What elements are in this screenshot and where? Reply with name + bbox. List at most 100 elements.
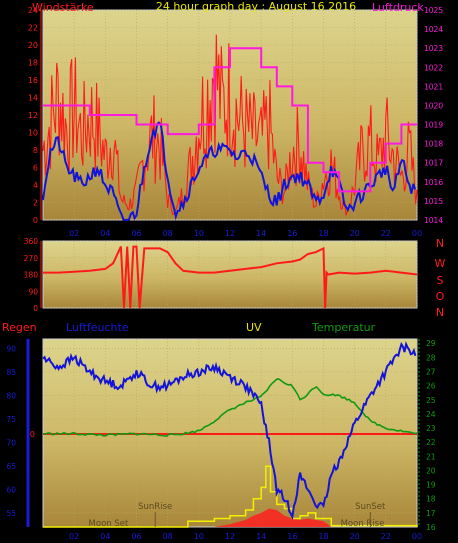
temperature-y-tick: 25 (426, 396, 436, 405)
hour-tick-label: 20 (350, 229, 360, 238)
pressure-y-tick: 1018 (424, 140, 443, 149)
compass-label: N (436, 306, 444, 319)
annotation-label: Moon Rise (341, 519, 385, 529)
pressure-y-tick: 1025 (424, 6, 443, 15)
hour-tick-label: 00 (412, 532, 422, 541)
hour-tick-label: 10 (194, 532, 204, 541)
temperature-label: Temperatur (311, 321, 376, 334)
hour-tick-label: 02 (69, 229, 79, 238)
wind-y-tick: 0 (33, 216, 38, 225)
direction-y-tick: 90 (28, 287, 38, 296)
temperature-y-tick: 18 (426, 495, 436, 504)
wind-y-tick: 16 (28, 76, 38, 85)
pressure-y-tick: 1017 (424, 159, 443, 168)
hour-tick-label: 04 (100, 229, 110, 238)
wind-pressure-series (42, 34, 418, 221)
compass-label: W (435, 257, 446, 270)
wind-y-tick: 22 (28, 24, 38, 33)
gust-series-line (42, 34, 418, 216)
wind-y-tick: 18 (28, 59, 38, 68)
temperature-y-tick: 19 (426, 481, 436, 490)
rain-label: Regen (2, 321, 37, 334)
temperature-y-tick: 20 (426, 466, 436, 475)
temperature-y-tick: 28 (426, 353, 436, 362)
chart-title: 24 hour graph day : August 16 2016 (156, 0, 356, 13)
hour-tick-label: 04 (100, 532, 110, 541)
humidity-y-tick: 60 (6, 485, 16, 494)
hour-tick-label: 06 (131, 229, 141, 238)
humidity-y-tick: 75 (6, 415, 16, 424)
hour-tick-label: 14 (256, 532, 266, 541)
pressure-series-line (43, 47, 417, 193)
humidity-series-line (42, 341, 417, 521)
humidity-y-tick: 70 (6, 438, 16, 447)
humidity-label: Luftfeuchte (66, 321, 129, 334)
hour-tick-label: 14 (256, 229, 266, 238)
hour-tick-label: 12 (225, 532, 235, 541)
wind-y-tick: 10 (28, 129, 38, 138)
rain-zero-label: 0 (30, 430, 35, 439)
pressure-y-tick: 1016 (424, 178, 443, 187)
humidity-y-tick: 90 (6, 344, 16, 353)
wind-y-tick: 8 (33, 146, 38, 155)
hour-tick-label: 20 (350, 532, 360, 541)
pressure-y-tick: 1022 (424, 63, 443, 72)
uv-series-line (43, 465, 418, 528)
temperature-y-tick: 21 (426, 452, 436, 461)
pressure-y-tick: 1024 (424, 25, 443, 34)
direction-y-tick: 270 (24, 254, 39, 263)
pressure-y-tick: 1021 (424, 82, 443, 91)
temperature-y-tick: 24 (426, 410, 436, 419)
temperature-y-tick: 26 (426, 382, 436, 391)
hour-tick-label: 02 (69, 532, 79, 541)
temperature-y-tick: 27 (426, 368, 436, 377)
hour-tick-label: 16 (287, 229, 297, 238)
annotation-label: SunRise (138, 502, 172, 512)
wind-y-tick: 2 (33, 199, 38, 208)
compass-label: N (436, 237, 444, 250)
wind-y-tick: 4 (33, 181, 38, 190)
wind-mean-series-line (42, 121, 417, 221)
temperature-y-tick: 17 (426, 509, 436, 518)
direction-y-tick: 0 (33, 304, 38, 313)
temperature-y-tick: 16 (426, 523, 436, 532)
pressure-y-tick: 1014 (424, 216, 443, 225)
hour-tick-label: 22 (381, 532, 391, 541)
wind-y-tick: 6 (33, 164, 38, 173)
hour-tick-label: 22 (381, 229, 391, 238)
pressure-y-tick: 1020 (424, 101, 443, 110)
hour-tick-label: 12 (225, 229, 235, 238)
hour-tick-label: 10 (194, 229, 204, 238)
uv-area (43, 508, 417, 527)
hour-tick-label: 18 (318, 532, 328, 541)
wind-direction-grid (43, 240, 418, 309)
wind-direction-series-line (43, 245, 418, 309)
wind-y-tick: 12 (28, 111, 38, 120)
direction-y-tick: 180 (24, 271, 39, 280)
compass-label: S (437, 274, 444, 287)
climate-series (42, 341, 418, 528)
wind-y-tick: 14 (28, 94, 38, 103)
hour-tick-label: 16 (287, 532, 297, 541)
hour-tick-label: 18 (318, 229, 328, 238)
temperature-series-line (42, 378, 418, 437)
humidity-y-tick: 80 (6, 391, 16, 400)
temperature-y-tick: 23 (426, 424, 436, 433)
wind-pressure-axes: 0246810121416182022241014101510161017101… (28, 6, 444, 238)
hour-tick-label: 08 (163, 229, 173, 238)
wind-direction-series (43, 245, 418, 309)
pressure-y-tick: 1023 (424, 44, 443, 53)
hour-tick-label: 06 (131, 532, 141, 541)
uv-label: UV (246, 321, 262, 334)
humidity-y-tick: 55 (6, 509, 16, 518)
wind-speed-label: Windstärke (32, 1, 94, 14)
climate-axes: 55 60 65 70 75 80 85 90 16 17 18 19 20 21 22 23 24 25 26 27… (6, 339, 436, 541)
humidity-y-tick: 85 (6, 368, 16, 377)
pressure-label: Luftdruck (372, 1, 424, 14)
pressure-y-tick: 1019 (424, 121, 443, 130)
humidity-y-tick: 65 (6, 462, 16, 471)
compass-label: O (436, 290, 445, 303)
temperature-y-tick: 29 (426, 339, 436, 348)
